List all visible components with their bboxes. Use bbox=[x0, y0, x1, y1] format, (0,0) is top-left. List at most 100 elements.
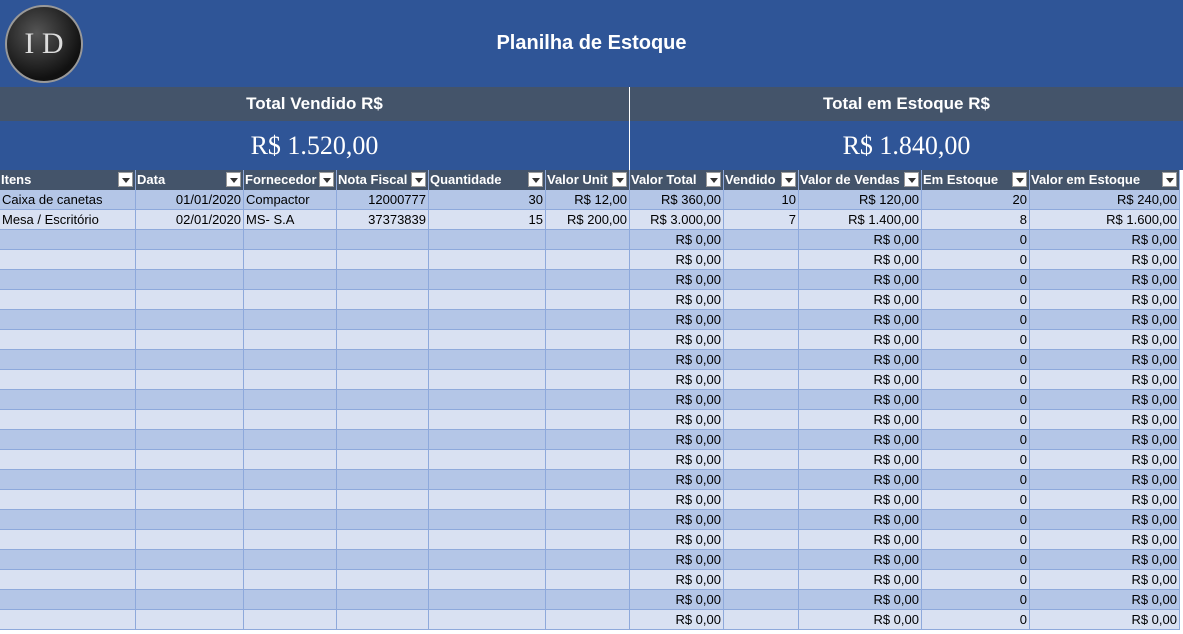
cell: 0 bbox=[922, 230, 1030, 250]
cell bbox=[546, 450, 630, 470]
cell: R$ 0,00 bbox=[1030, 590, 1180, 610]
filter-button[interactable] bbox=[319, 172, 334, 187]
cell: R$ 0,00 bbox=[799, 230, 922, 250]
cell bbox=[429, 550, 546, 570]
cell bbox=[337, 470, 429, 490]
cell bbox=[0, 230, 136, 250]
cell: R$ 0,00 bbox=[630, 390, 724, 410]
cell: R$ 0,00 bbox=[799, 510, 922, 530]
cell: 0 bbox=[922, 510, 1030, 530]
cell bbox=[429, 270, 546, 290]
cell bbox=[0, 310, 136, 330]
cell bbox=[0, 270, 136, 290]
divider bbox=[629, 87, 630, 170]
cell: 8 bbox=[922, 210, 1030, 230]
cell bbox=[0, 550, 136, 570]
cell bbox=[0, 390, 136, 410]
cell: R$ 0,00 bbox=[630, 590, 724, 610]
cell bbox=[429, 390, 546, 410]
cell: R$ 0,00 bbox=[630, 490, 724, 510]
cell bbox=[337, 390, 429, 410]
cell: R$ 0,00 bbox=[630, 230, 724, 250]
column-header: Itens bbox=[0, 170, 136, 190]
cell bbox=[0, 470, 136, 490]
cell bbox=[337, 550, 429, 570]
cell: R$ 0,00 bbox=[799, 350, 922, 370]
filter-button[interactable] bbox=[528, 172, 543, 187]
column-header: Valor Unit bbox=[546, 170, 630, 190]
cell: 10 bbox=[724, 190, 799, 210]
cell: R$ 0,00 bbox=[799, 430, 922, 450]
cell bbox=[724, 430, 799, 450]
cell bbox=[724, 610, 799, 630]
filter-button[interactable] bbox=[781, 172, 796, 187]
cell bbox=[0, 250, 136, 270]
cell bbox=[429, 530, 546, 550]
cell bbox=[546, 570, 630, 590]
cell bbox=[546, 370, 630, 390]
cell: 20 bbox=[922, 190, 1030, 210]
filter-button[interactable] bbox=[1162, 172, 1177, 187]
cell bbox=[244, 290, 337, 310]
summary-value: R$ 1.840,00 bbox=[630, 121, 1183, 170]
summary-label: Total Vendido R$ bbox=[0, 87, 629, 121]
column-header: Valor em Estoque bbox=[1030, 170, 1180, 190]
cell bbox=[546, 530, 630, 550]
column-header: Fornecedor bbox=[244, 170, 337, 190]
cell: R$ 120,00 bbox=[799, 190, 922, 210]
cell: R$ 0,00 bbox=[799, 310, 922, 330]
cell bbox=[429, 350, 546, 370]
cell: R$ 3.000,00 bbox=[630, 210, 724, 230]
cell: R$ 0,00 bbox=[630, 550, 724, 570]
cell: 0 bbox=[922, 530, 1030, 550]
cell: R$ 0,00 bbox=[1030, 290, 1180, 310]
cell: 37373839 bbox=[337, 210, 429, 230]
cell: 0 bbox=[922, 350, 1030, 370]
cell bbox=[0, 350, 136, 370]
cell bbox=[337, 330, 429, 350]
filter-button[interactable] bbox=[1012, 172, 1027, 187]
filter-button[interactable] bbox=[706, 172, 721, 187]
cell: R$ 0,00 bbox=[799, 330, 922, 350]
cell: Caixa de canetas bbox=[0, 190, 136, 210]
column-header: Quantidade bbox=[429, 170, 546, 190]
filter-button[interactable] bbox=[904, 172, 919, 187]
cell bbox=[724, 530, 799, 550]
cell bbox=[136, 430, 244, 450]
cell bbox=[0, 330, 136, 350]
cell bbox=[244, 330, 337, 350]
cell bbox=[0, 590, 136, 610]
header-bar bbox=[0, 0, 1183, 87]
cell bbox=[546, 230, 630, 250]
cell bbox=[429, 490, 546, 510]
cell: R$ 0,00 bbox=[630, 610, 724, 630]
cell: R$ 0,00 bbox=[799, 250, 922, 270]
filter-button[interactable] bbox=[612, 172, 627, 187]
cell bbox=[546, 250, 630, 270]
cell: 12000777 bbox=[337, 190, 429, 210]
cell bbox=[0, 510, 136, 530]
cell bbox=[244, 310, 337, 330]
cell: R$ 0,00 bbox=[799, 570, 922, 590]
cell bbox=[136, 550, 244, 570]
cell bbox=[0, 530, 136, 550]
cell: R$ 0,00 bbox=[630, 350, 724, 370]
filter-button[interactable] bbox=[118, 172, 133, 187]
cell: R$ 0,00 bbox=[1030, 270, 1180, 290]
cell bbox=[429, 590, 546, 610]
cell bbox=[429, 450, 546, 470]
cell: R$ 0,00 bbox=[1030, 390, 1180, 410]
cell bbox=[337, 570, 429, 590]
cell bbox=[337, 230, 429, 250]
cell bbox=[0, 370, 136, 390]
cell: R$ 0,00 bbox=[1030, 470, 1180, 490]
cell: 0 bbox=[922, 610, 1030, 630]
cell: 0 bbox=[922, 590, 1030, 610]
cell bbox=[337, 610, 429, 630]
filter-button[interactable] bbox=[411, 172, 426, 187]
cell bbox=[546, 610, 630, 630]
filter-button[interactable] bbox=[226, 172, 241, 187]
cell bbox=[337, 590, 429, 610]
cell: R$ 0,00 bbox=[630, 510, 724, 530]
cell bbox=[337, 310, 429, 330]
